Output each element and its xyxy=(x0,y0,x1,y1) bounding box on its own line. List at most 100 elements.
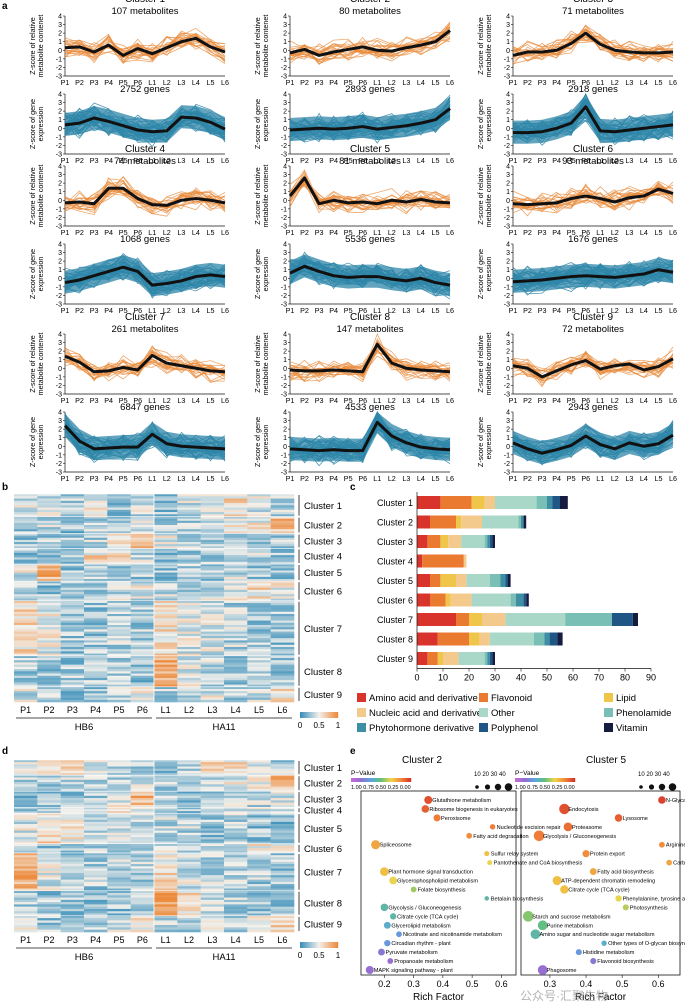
heatmap-cell xyxy=(224,570,248,573)
heatmap-cell xyxy=(130,635,155,639)
pvalue-legend-segment xyxy=(527,778,529,782)
heatmap-cell xyxy=(84,764,108,767)
heatmap-cell xyxy=(60,627,85,630)
heatmap-cell xyxy=(37,535,61,539)
heatmap-cell xyxy=(247,908,271,912)
heatmap-cell xyxy=(247,770,271,774)
heatmap-cell xyxy=(200,809,225,812)
profile-line xyxy=(64,33,226,63)
heatmap-cell xyxy=(130,686,155,690)
heatmap-cell xyxy=(200,680,225,683)
colorbar-segment xyxy=(334,712,336,718)
y-tick-label: 4 xyxy=(58,242,62,249)
heatmap-cell xyxy=(107,830,131,834)
heatmap-cell xyxy=(200,658,225,661)
colorbar-segment xyxy=(309,942,311,948)
heatmap-cell xyxy=(84,616,108,619)
heatmap-cell xyxy=(107,819,131,823)
pvalue-legend-segment xyxy=(522,778,524,782)
heatmap-cell xyxy=(247,875,271,878)
heatmap-cell xyxy=(107,494,131,497)
heatmap-cell xyxy=(84,594,108,597)
heatmap-cell xyxy=(177,671,201,674)
heatmap-cell xyxy=(247,906,271,910)
heatmap-cell xyxy=(130,802,155,806)
bar-segment xyxy=(487,535,490,548)
heatmap-cell xyxy=(37,669,61,672)
heatmap-cell xyxy=(84,570,108,573)
heatmap-cell xyxy=(14,559,38,563)
heatmap-cell xyxy=(224,879,248,883)
heatmap-cell xyxy=(270,646,295,650)
heatmap-cell xyxy=(224,804,248,808)
heatmap-cell xyxy=(130,677,155,681)
heatmap-cell xyxy=(107,693,131,696)
heatmap-cell xyxy=(84,784,108,787)
colorbar-segment xyxy=(321,942,323,948)
enrichment-bubble xyxy=(489,824,496,830)
heatmap-cell xyxy=(177,664,201,668)
heatmap-cell xyxy=(14,879,38,883)
heatmap-cell xyxy=(247,904,271,907)
heatmap-cell xyxy=(247,888,271,892)
y-tick-label: -3 xyxy=(56,74,62,81)
heatmap-cell xyxy=(177,527,201,530)
heatmap-cell xyxy=(224,505,248,508)
heatmap-cell xyxy=(177,525,201,528)
x-tick-label: 90 xyxy=(646,673,656,683)
heatmap-cell xyxy=(37,611,61,615)
heatmap-cell xyxy=(200,866,225,869)
heatmap-cell xyxy=(247,655,271,659)
heatmap-cell xyxy=(84,782,108,785)
heatmap-cell xyxy=(247,902,271,905)
heatmap-cell xyxy=(247,574,271,578)
heatmap-cell xyxy=(37,658,61,661)
x-tick-label: L1 xyxy=(148,228,156,237)
heatmap-cell xyxy=(154,539,178,543)
heatmap-cell xyxy=(107,496,131,499)
heatmap-cell xyxy=(37,503,61,506)
heatmap-cell xyxy=(130,640,155,643)
heatmap-cell xyxy=(14,664,38,668)
heatmap-cell xyxy=(130,682,155,685)
colorbar-segment xyxy=(315,942,317,948)
heatmap-cell xyxy=(84,904,108,907)
heatmap-cell xyxy=(270,583,295,586)
y-tick-label: 3 xyxy=(283,172,287,179)
heatmap-cell xyxy=(247,841,271,844)
y-tick-label: -3 xyxy=(56,392,62,399)
x-tick-label: P4 xyxy=(104,474,113,483)
heatmap-cell xyxy=(60,839,85,842)
heatmap-cell xyxy=(177,802,201,806)
y-axis-label: Z-score of gene xyxy=(253,417,262,467)
heatmap-cell xyxy=(130,607,155,610)
heatmap-cell xyxy=(130,786,155,790)
x-tick-label: 0.2 xyxy=(378,979,391,989)
heatmap-cell xyxy=(270,762,295,765)
heatmap-cell xyxy=(200,574,225,578)
heatmap-cell xyxy=(247,631,271,635)
heatmap-cell xyxy=(270,594,295,597)
y-axis-label: metabolite contenet xyxy=(261,333,270,396)
panel-letter-a: a xyxy=(2,1,8,12)
x-tick-label: L6 xyxy=(446,78,454,87)
pvalue-legend-segment xyxy=(353,778,355,782)
y-tick-label: 0 xyxy=(58,444,62,451)
pvalue-legend-segment xyxy=(536,778,538,782)
heatmap-cell xyxy=(270,802,295,806)
heatmap-cell xyxy=(37,633,61,637)
heatmap-cell xyxy=(177,886,201,889)
heatmap-cell xyxy=(84,864,108,867)
y-tick-label: 4 xyxy=(283,332,287,339)
heatmap-cell xyxy=(247,886,271,889)
heatmap-cell xyxy=(107,837,131,840)
heatmap-cell xyxy=(200,503,225,506)
x-tick-label: L6 xyxy=(446,156,454,165)
heatmap-cell xyxy=(107,561,131,565)
heatmap-cell xyxy=(177,684,201,688)
x-tick-label: P4 xyxy=(329,78,338,87)
x-tick-label: 0.5 xyxy=(616,979,629,989)
x-tick-label: L4 xyxy=(192,474,200,483)
